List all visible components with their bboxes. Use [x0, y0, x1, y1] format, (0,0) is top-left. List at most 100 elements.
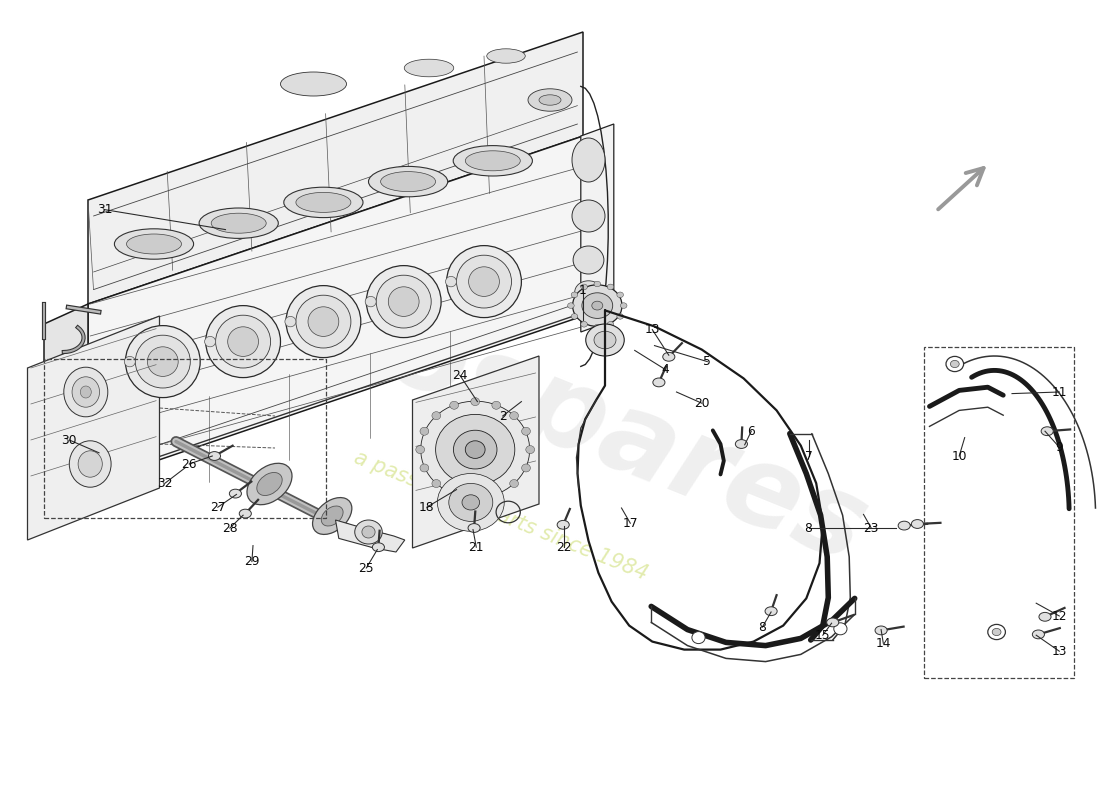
Ellipse shape: [471, 494, 480, 502]
Ellipse shape: [592, 302, 603, 310]
Ellipse shape: [574, 281, 603, 303]
Ellipse shape: [528, 89, 572, 111]
Ellipse shape: [229, 490, 242, 498]
Ellipse shape: [296, 192, 351, 212]
Ellipse shape: [509, 479, 518, 487]
Text: a passion for parts since 1984: a passion for parts since 1984: [351, 448, 650, 584]
Ellipse shape: [582, 293, 613, 318]
Text: 4: 4: [661, 363, 670, 376]
Ellipse shape: [73, 377, 99, 407]
Ellipse shape: [571, 292, 578, 298]
Polygon shape: [44, 304, 88, 504]
Ellipse shape: [312, 498, 352, 534]
Text: 14: 14: [876, 637, 891, 650]
Ellipse shape: [296, 295, 351, 348]
Text: 13: 13: [645, 323, 660, 336]
Ellipse shape: [617, 292, 624, 298]
Ellipse shape: [509, 412, 518, 420]
Ellipse shape: [539, 94, 561, 106]
Ellipse shape: [205, 336, 216, 346]
Ellipse shape: [420, 402, 530, 498]
Ellipse shape: [486, 49, 526, 63]
Text: 6: 6: [747, 425, 756, 438]
Ellipse shape: [946, 356, 964, 371]
Ellipse shape: [216, 315, 271, 368]
Ellipse shape: [285, 316, 296, 326]
Ellipse shape: [462, 494, 480, 510]
Ellipse shape: [374, 534, 392, 550]
Ellipse shape: [617, 314, 624, 319]
Ellipse shape: [876, 626, 887, 635]
Ellipse shape: [898, 522, 910, 530]
Ellipse shape: [827, 618, 838, 627]
Text: 20: 20: [694, 397, 710, 410]
Ellipse shape: [126, 234, 182, 254]
Text: 23: 23: [864, 522, 879, 534]
Text: 26: 26: [182, 458, 197, 470]
Ellipse shape: [456, 255, 512, 308]
Text: 11: 11: [1052, 386, 1067, 398]
Ellipse shape: [368, 166, 448, 197]
Ellipse shape: [468, 524, 480, 533]
Text: 31: 31: [97, 203, 112, 216]
Text: 29: 29: [244, 555, 260, 568]
Ellipse shape: [573, 285, 623, 326]
Ellipse shape: [465, 441, 485, 458]
Ellipse shape: [571, 314, 578, 319]
Ellipse shape: [607, 284, 614, 290]
Ellipse shape: [405, 59, 453, 77]
Ellipse shape: [911, 520, 923, 528]
Ellipse shape: [80, 386, 91, 398]
Ellipse shape: [69, 441, 111, 487]
Text: eurospares: eurospares: [174, 214, 882, 586]
Ellipse shape: [256, 473, 283, 495]
Ellipse shape: [526, 446, 535, 454]
Ellipse shape: [308, 306, 339, 336]
Ellipse shape: [594, 282, 601, 286]
Text: 13: 13: [1052, 645, 1067, 658]
Text: 7: 7: [804, 450, 813, 462]
Text: 2: 2: [498, 410, 507, 422]
Ellipse shape: [321, 506, 343, 526]
Ellipse shape: [124, 357, 135, 366]
Ellipse shape: [432, 412, 441, 420]
Ellipse shape: [366, 266, 441, 338]
Ellipse shape: [248, 463, 292, 505]
Ellipse shape: [1032, 630, 1044, 638]
Ellipse shape: [1042, 427, 1054, 435]
Text: 30: 30: [62, 434, 77, 446]
Ellipse shape: [492, 402, 500, 410]
Ellipse shape: [492, 490, 500, 498]
Ellipse shape: [652, 378, 664, 386]
Text: 8: 8: [804, 522, 813, 534]
Ellipse shape: [453, 430, 497, 469]
Ellipse shape: [620, 302, 627, 309]
Ellipse shape: [388, 287, 419, 317]
Polygon shape: [581, 124, 614, 332]
Ellipse shape: [240, 510, 251, 518]
Ellipse shape: [450, 490, 459, 498]
Ellipse shape: [199, 208, 278, 238]
Ellipse shape: [594, 331, 616, 349]
Text: 12: 12: [1052, 610, 1067, 622]
Ellipse shape: [64, 367, 108, 417]
Polygon shape: [88, 32, 583, 304]
Ellipse shape: [581, 284, 587, 290]
Text: 1: 1: [579, 284, 587, 297]
Ellipse shape: [420, 464, 429, 472]
Text: 17: 17: [623, 517, 638, 530]
Ellipse shape: [420, 427, 429, 435]
Text: 32: 32: [157, 477, 173, 490]
Ellipse shape: [372, 542, 385, 552]
Ellipse shape: [736, 440, 748, 448]
Ellipse shape: [125, 326, 200, 398]
Ellipse shape: [446, 276, 456, 287]
Ellipse shape: [558, 521, 570, 530]
Ellipse shape: [365, 297, 376, 306]
Ellipse shape: [381, 172, 436, 192]
Ellipse shape: [286, 286, 361, 358]
Ellipse shape: [114, 229, 194, 259]
Ellipse shape: [607, 322, 614, 327]
Polygon shape: [336, 520, 405, 552]
Polygon shape: [88, 136, 583, 484]
